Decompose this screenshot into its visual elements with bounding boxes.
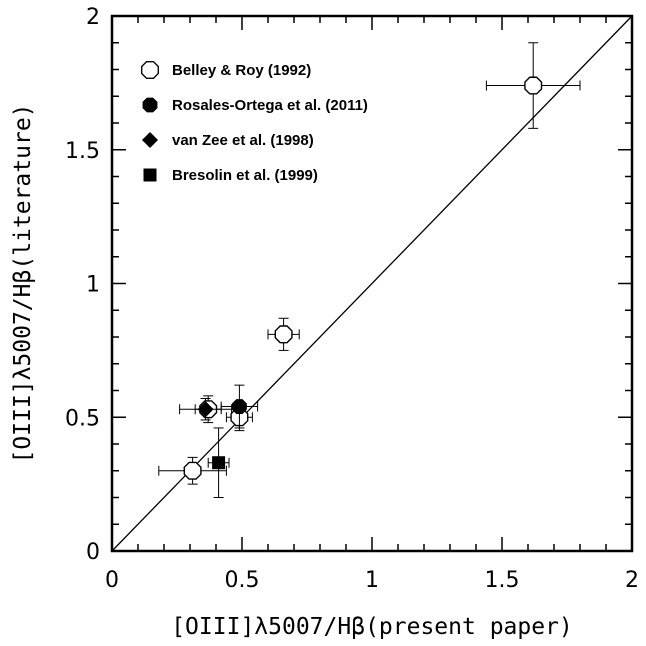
y-tick-label: 2 bbox=[86, 5, 100, 30]
legend-open-octagon-icon bbox=[140, 60, 160, 80]
y-tick-label: 1.5 bbox=[65, 139, 100, 164]
x-tick-label: 0 bbox=[105, 568, 119, 593]
plot-frame bbox=[110, 14, 634, 553]
x-tick-label: 0.5 bbox=[225, 568, 260, 593]
data-point-open-octagon bbox=[158, 456, 227, 485]
points-layer bbox=[158, 42, 581, 498]
tick-labels: 0 0.5 1 1.5 2 0 0.5 1 1.5 2 bbox=[65, 5, 639, 593]
x-tick-label: 1.5 bbox=[485, 568, 520, 593]
legend-item: Belley & Roy (1992) bbox=[140, 60, 311, 80]
legend-label: Rosales-Ortega et al. (2011) bbox=[172, 97, 368, 114]
legend-label: van Zee et al. (1998) bbox=[172, 132, 314, 149]
y-tick-label: 0 bbox=[86, 540, 100, 565]
legend-label: Belley & Roy (1992) bbox=[172, 62, 311, 79]
y-tick-label: 0.5 bbox=[65, 406, 100, 431]
legend-item: van Zee et al. (1998) bbox=[142, 132, 314, 149]
x-axis-title: [OIII]λ5007/Hβ(present paper) bbox=[171, 614, 573, 640]
legend-filled-diamond-icon bbox=[142, 132, 158, 148]
legend-filled-square-icon bbox=[143, 168, 157, 182]
open-octagon-marker bbox=[524, 76, 543, 95]
one-to-one-line bbox=[111, 15, 633, 552]
x-tick-label: 1 bbox=[365, 568, 379, 593]
open-octagon-marker bbox=[183, 461, 202, 480]
y-axis-title: [OIII]λ5007/Hβ(literature) bbox=[10, 103, 36, 463]
legend-item: Rosales-Ortega et al. (2011) bbox=[142, 97, 368, 114]
legend-label: Bresolin et al. (1999) bbox=[172, 167, 318, 184]
data-point-filled-diamond bbox=[179, 398, 233, 421]
legend-item: Bresolin et al. (1999) bbox=[143, 167, 318, 184]
filled-square-marker bbox=[212, 456, 226, 470]
open-octagon-marker bbox=[274, 325, 293, 344]
filled-diamond-marker bbox=[197, 401, 214, 418]
filled-octagon-marker bbox=[231, 399, 247, 414]
data-point-filled-octagon bbox=[220, 384, 259, 429]
legend: Belley & Roy (1992) Rosales-Ortega et al.… bbox=[140, 60, 368, 184]
data-point-filled-square bbox=[207, 427, 230, 498]
x-tick-label: 2 bbox=[625, 568, 639, 593]
legend-filled-octagon-icon bbox=[142, 97, 158, 113]
data-point-open-octagon bbox=[485, 42, 581, 129]
data-point-open-octagon bbox=[267, 317, 300, 351]
y-tick-label: 1 bbox=[86, 273, 100, 298]
